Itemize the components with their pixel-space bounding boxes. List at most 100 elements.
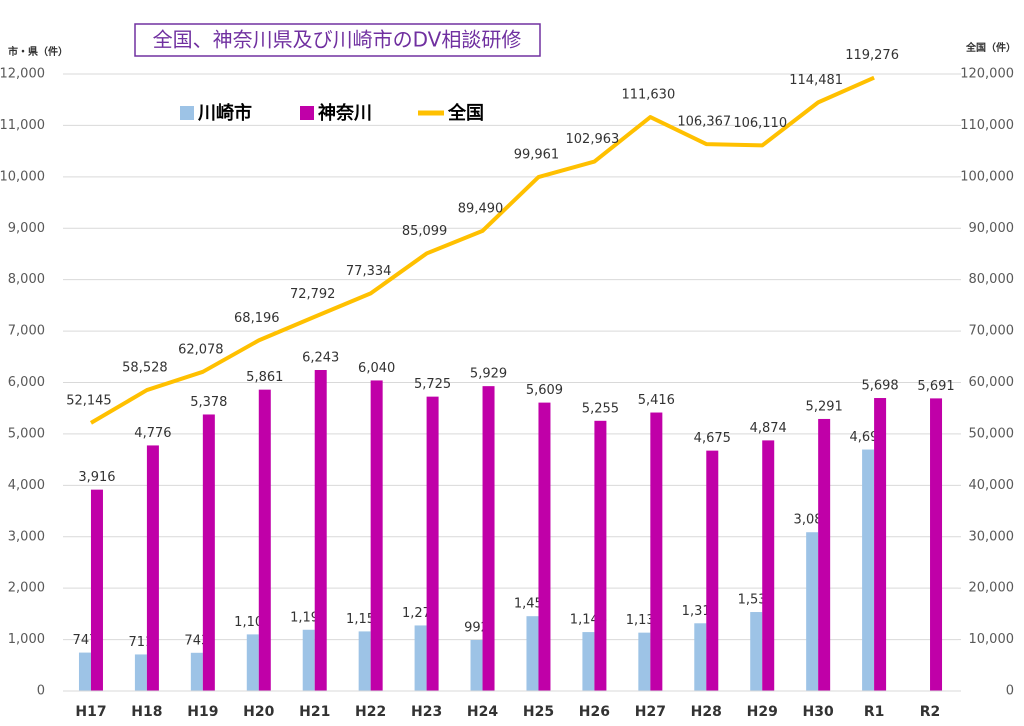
bar [426,396,439,691]
y2-tick-label: 0 [1006,684,1014,699]
value-label: 111,630 [621,88,675,103]
bar [538,402,551,691]
value-label: 77,334 [346,264,392,279]
y-tick-label: 11,000 [0,118,45,133]
chart-title: 全国、神奈川県及び川崎市のDV相談研修 [153,28,522,52]
value-label: 102,963 [566,132,620,147]
bar [246,634,259,691]
bar [930,398,943,691]
y-tick-label: 9,000 [8,221,45,236]
value-label: 4,776 [134,426,171,441]
x-tick-label: H17 [75,704,106,720]
legend-label: 神奈川 [318,102,372,124]
bar [302,629,315,691]
bar [582,632,595,691]
x-tick-label: R2 [920,704,941,720]
bar [638,632,651,691]
bar [370,380,383,691]
y2-tick-label: 20,000 [969,581,1015,596]
bar [482,386,495,691]
value-label: 5,609 [526,383,563,398]
x-tick-label: H29 [747,704,778,720]
y-tick-label: 4,000 [8,478,45,493]
x-tick-label: H18 [131,704,162,720]
y-axis-title: 市・県（件） [8,45,68,58]
value-label: 72,792 [290,287,336,302]
bar [358,631,371,691]
bar [650,412,663,691]
y-tick-label: 10,000 [0,169,45,184]
x-tick-label: H24 [467,704,498,720]
bar [706,450,719,691]
bar [862,449,875,691]
x-tick-label: H19 [187,704,218,720]
y-tick-label: 3,000 [8,529,45,544]
value-label: 99,961 [514,148,560,163]
y-tick-label: 7,000 [8,324,45,339]
value-label: 106,110 [733,116,787,131]
value-label: 4,675 [694,431,731,446]
bar [470,639,483,691]
value-label: 114,481 [789,73,843,88]
bar [594,420,607,691]
y2-tick-label: 50,000 [969,426,1015,441]
value-label: 3,916 [78,470,115,485]
value-label: 5,929 [470,367,507,382]
bar [762,440,775,691]
value-label: 5,861 [246,370,283,385]
bar [806,532,819,691]
y-tick-label: 12,000 [0,67,45,82]
bar [694,623,707,691]
value-label: 52,145 [66,393,112,408]
y2-tick-label: 60,000 [969,375,1015,390]
legend-swatch [300,106,314,120]
bar [90,489,103,691]
value-label: 5,725 [414,377,451,392]
line [89,75,875,425]
value-label: 5,691 [917,379,954,394]
bar [874,398,887,691]
bar [190,652,203,691]
value-label: 6,040 [358,361,395,376]
value-label: 85,099 [402,224,448,239]
bar [414,625,427,691]
value-label: 68,196 [234,311,280,326]
bar [750,612,763,691]
x-tick-label: H22 [355,704,386,720]
value-label: 89,490 [458,201,504,216]
bar [146,445,159,691]
bar [134,654,147,691]
y2-tick-label: 120,000 [960,67,1014,82]
bar [526,616,539,691]
x-tick-label: H20 [243,704,274,720]
y2-tick-label: 40,000 [969,478,1015,493]
value-label: 4,874 [750,421,787,436]
y2-tick-label: 80,000 [969,272,1015,287]
value-label: 5,291 [806,399,843,414]
x-tick-label: H21 [299,704,330,720]
legend-label: 全国 [447,102,484,124]
legend-swatch [180,106,194,120]
y-tick-label: 1,000 [8,632,45,647]
y2-tick-label: 100,000 [960,169,1014,184]
x-tick-label: H26 [579,704,610,720]
bar [78,652,91,691]
value-label: 58,528 [122,361,168,376]
x-tick-label: H25 [523,704,554,720]
y-tick-label: 8,000 [8,272,45,287]
x-tick-label: H27 [635,704,666,720]
x-tick-label: H23 [411,704,442,720]
value-label: 5,698 [861,379,898,394]
legend-label: 川崎市 [197,102,252,124]
x-tick-label: H28 [691,704,722,720]
title-box [134,23,541,57]
value-label: 5,378 [190,395,227,410]
value-label: 62,078 [178,342,224,357]
value-label: 5,416 [638,393,675,408]
y2-tick-label: 70,000 [969,324,1015,339]
value-label: 6,243 [302,351,339,366]
x-tick-label: R1 [864,704,885,720]
bar [314,370,327,691]
